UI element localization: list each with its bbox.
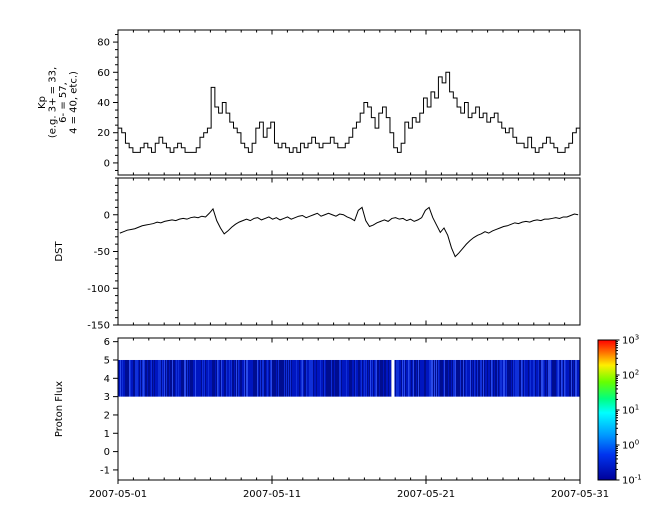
dst-y-tick-label: -150 (87, 321, 110, 332)
proton-flux-axis-title: Proton Flux (54, 381, 65, 437)
kp-series-line (118, 71, 580, 153)
kp-y-axis: 0 20 40 60 80 (97, 34, 118, 171)
colorbar-tick-label: 101 (622, 404, 639, 417)
proton-flux-y-tick-label: -1 (100, 465, 110, 476)
dst-axis-title: DST (54, 241, 65, 262)
proton-flux-y-tick-label: 1 (104, 429, 110, 440)
proton-flux-y-tick-label: 4 (104, 374, 110, 385)
x-date-label: 2007-05-01 (89, 489, 147, 500)
svg-text:(e.g. 3+ = 33,: (e.g. 3+ = 33, (48, 67, 59, 138)
kp-y-tick-label: 0 (104, 158, 110, 169)
kp-x-axis (117, 30, 581, 175)
dst-x-axis (117, 178, 581, 325)
svg-text:6- = 57,: 6- = 57, (58, 82, 69, 123)
svg-text:DST: DST (54, 241, 65, 262)
dst-y-tick-label: -50 (94, 247, 110, 258)
proton-flux-y-axis: -1 0 1 2 3 4 5 6 (100, 337, 118, 476)
colorbar-tick-label: 103 (622, 334, 639, 347)
colorbar-tick-label: 102 (622, 369, 639, 382)
x-axis-date-labels: 2007-05-01 2007-05-11 2007-05-21 2007-05-31 (89, 489, 609, 500)
proton-flux-band (118, 359, 581, 398)
dst-y-tick-label: -100 (87, 284, 110, 295)
kp-y-tick-label: 20 (97, 128, 110, 139)
proton-flux-y-tick-label: 5 (104, 355, 110, 366)
proton-flux-y-tick-label: 3 (104, 392, 110, 403)
dst-series-line (119, 206, 579, 258)
x-date-label: 2007-05-11 (243, 489, 301, 500)
svg-text:4 = 40, etc.): 4 = 40, etc.) (69, 71, 80, 134)
colorbar-tick-label: 10-1 (622, 474, 642, 487)
proton-flux-y-tick-label: 6 (104, 337, 110, 348)
svg-text:Kp: Kp (37, 96, 48, 109)
kp-y-tick-label: 80 (97, 38, 110, 49)
proton-flux-y-tick-label: 2 (104, 410, 110, 421)
kp-axis-title: Kp (e.g. 3+ = 33, 6- = 57, 4 = 40, etc.) (37, 67, 80, 138)
dst-y-axis: 0 -50 -100 -150 (87, 177, 118, 332)
proton-flux-y-tick-label: 0 (104, 447, 110, 458)
colorbar: 103 102 101 100 10-1 (597, 334, 642, 487)
kp-y-tick-label: 40 (97, 98, 110, 109)
data-gap (391, 359, 395, 398)
x-date-label: 2007-05-31 (551, 489, 609, 500)
colorbar-tick-label: 100 (622, 439, 639, 452)
x-date-label: 2007-05-21 (397, 489, 455, 500)
dst-y-tick-label: 0 (104, 210, 110, 221)
kp-y-tick-label: 60 (97, 68, 110, 79)
svg-text:Proton Flux: Proton Flux (54, 381, 65, 437)
proton-flux-x-axis (117, 338, 581, 484)
